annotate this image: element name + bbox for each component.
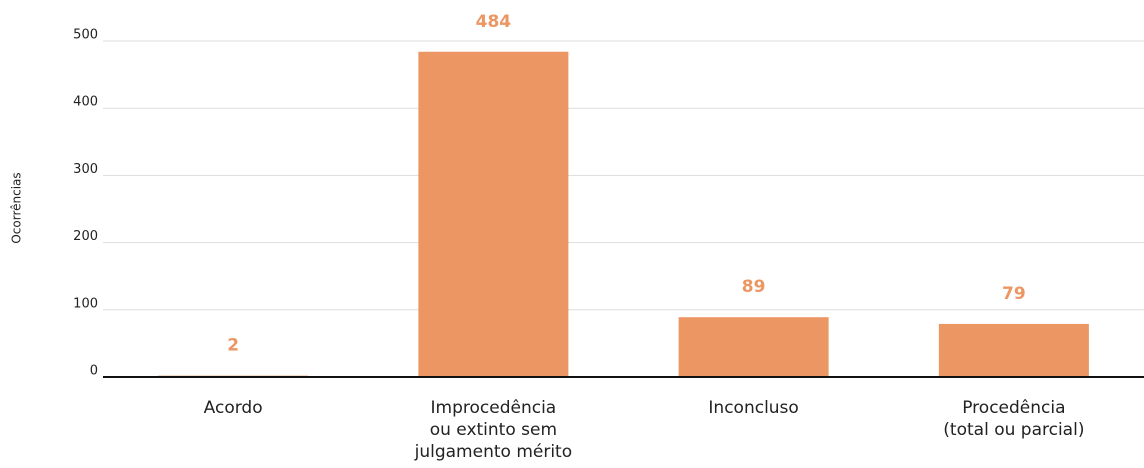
bar <box>678 317 829 377</box>
x-tick-label: Inconcluso <box>708 398 799 418</box>
y-axis-title: Ocorrências <box>10 172 24 243</box>
y-tick-label: 300 <box>73 162 98 177</box>
bar <box>938 323 1089 377</box>
x-tick-label: Improcedência ou extinto sem julgamento … <box>414 398 573 462</box>
y-tick-label: 500 <box>73 28 98 43</box>
value-label: 484 <box>476 12 512 32</box>
bar <box>418 51 569 377</box>
y-tick-label: 0 <box>90 364 98 379</box>
x-tick-label: Procedência (total ou parcial) <box>943 398 1085 440</box>
y-tick-label: 100 <box>73 296 98 311</box>
y-tick-label: 200 <box>73 229 98 244</box>
value-label: 89 <box>742 277 766 297</box>
value-label: 79 <box>1002 284 1026 304</box>
y-tick-label: 400 <box>73 95 98 110</box>
x-tick-label: Acordo <box>203 398 263 418</box>
value-label: 2 <box>227 336 239 356</box>
